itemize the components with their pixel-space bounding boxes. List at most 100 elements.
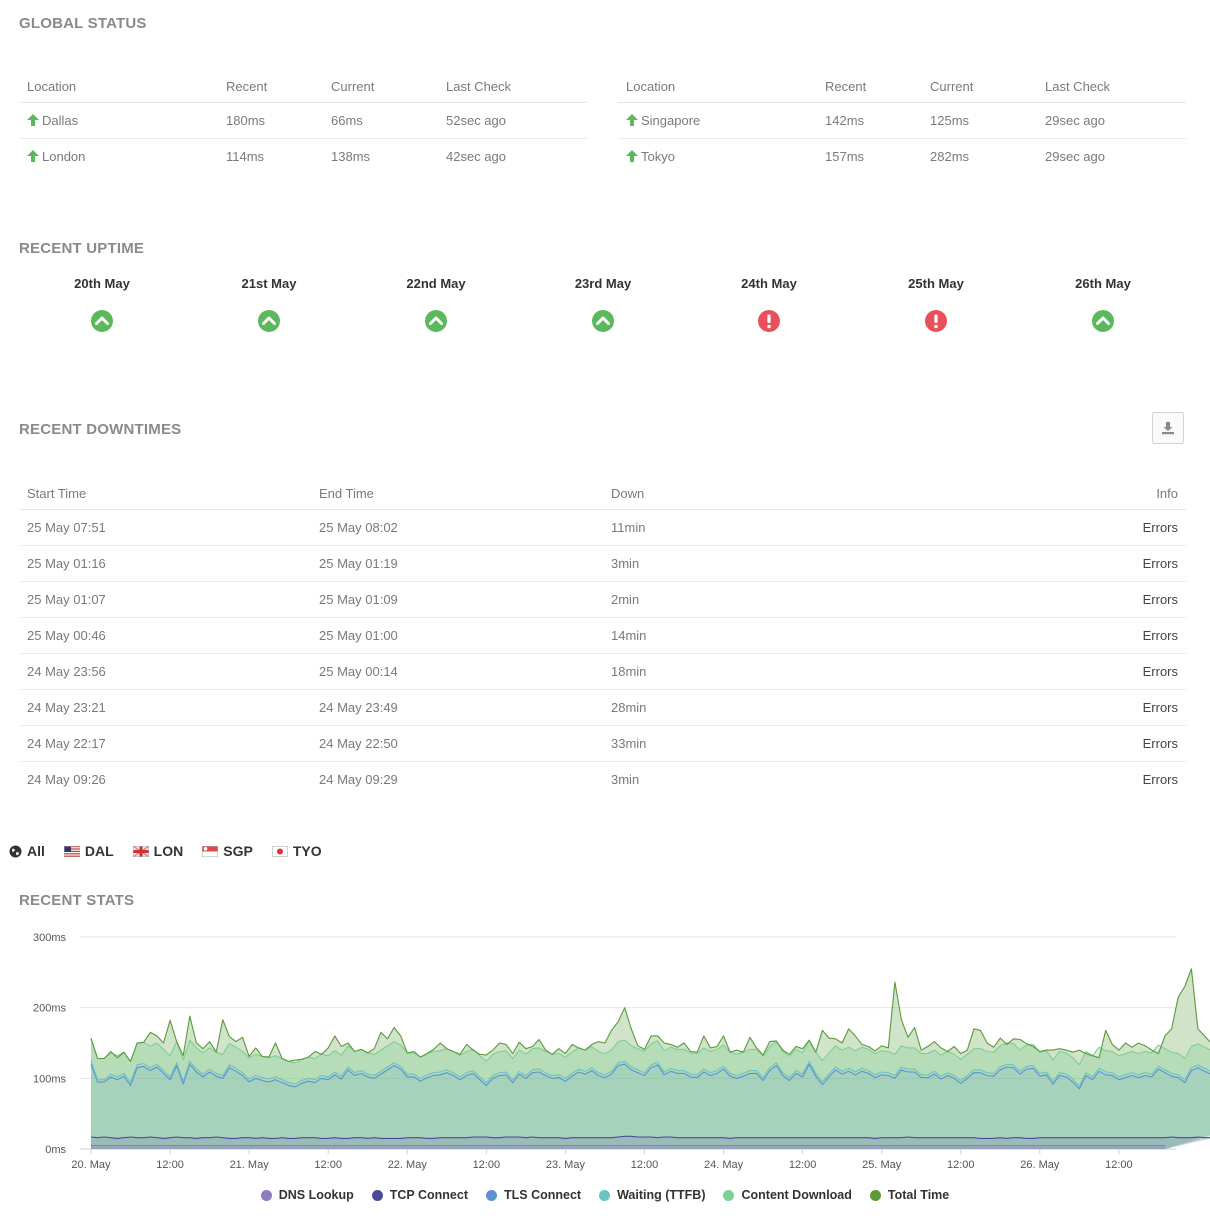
series-line-tcp-connect [90,1135,1210,1139]
end-cell: 25 May 08:02 [311,509,603,546]
sg-flag-icon [202,845,219,857]
location-tabs: All DAL LON SGP TYO [9,843,341,859]
tab-sgp[interactable]: SGP [202,843,253,859]
uptime-day-label: 22nd May [406,276,466,291]
x-tick-label: 12:00 [631,1159,659,1171]
table-row: 24 May 23:56 25 May 00:14 18min Errors [19,653,1186,690]
x-tick-label: 21. May [230,1159,270,1171]
global-status-title: GLOBAL STATUS [19,15,147,32]
stats-chart: 0ms 100ms 200ms 300ms 20. May 12:00 21. May 12:… [33,932,1210,1171]
status-up-icon [592,310,614,332]
table-row: 25 May 07:51 25 May 08:02 11min Errors [19,509,1186,546]
series-area-dns-lookup [91,1145,1165,1149]
table-row: London 114ms 138ms 42sec ago [19,139,587,175]
series-line-tls-connect [90,1063,1210,1090]
tab-lon[interactable]: LON [132,843,183,859]
legend-item-waiting-ttfb[interactable]: Waiting (TTFB) [599,1188,705,1202]
table-row: Tokyo 157ms 282ms 29sec ago [618,139,1186,175]
tab-label: All [27,843,45,859]
x-tick-label: 12:00 [156,1159,184,1171]
x-tick-label: 22. May [388,1159,428,1171]
table-row: 24 May 22:17 24 May 22:50 33min Errors [19,725,1186,762]
download-button[interactable] [1152,412,1184,444]
col-current: Current [922,60,1037,103]
status-up-icon [91,310,113,332]
location-cell: Dallas [19,102,218,139]
chart-legend: DNS Lookup TCP Connect TLS Connect Waiti… [0,1188,1210,1202]
table-row: 24 May 09:26 24 May 09:29 3min Errors [19,762,1186,798]
recent-cell: 142ms [817,102,922,139]
end-cell: 25 May 01:00 [311,617,603,654]
table-row: 25 May 00:46 25 May 01:00 14min Errors [19,617,1186,654]
current-cell: 282ms [930,149,970,164]
tab-dal[interactable]: DAL [63,843,114,859]
down-cell: 18min [603,653,895,690]
end-cell: 24 May 09:29 [319,772,398,787]
recent-stats-title: RECENT STATS [19,892,135,909]
location-cell: Tokyo [618,139,817,175]
start-cell: 25 May 01:07 [19,581,311,618]
last-check-cell: 52sec ago [438,102,587,139]
end-cell: 25 May 00:14 [311,653,603,690]
end-cell: 24 May 23:49 [311,689,603,726]
global-status-table-left: Location Recent Current Last Check Dalla… [19,60,587,174]
start-cell: 24 May 22:17 [19,725,311,762]
tab-label: TYO [292,843,322,859]
down-cell: 28min [603,689,895,726]
tab-all[interactable]: All [9,843,45,859]
series-area-tls-connect [91,1064,1210,1149]
info-cell: Errors [1142,772,1178,787]
tab-tyo[interactable]: TYO [271,843,322,859]
x-tick-label: 12:00 [473,1159,501,1171]
legend-dot [485,1189,497,1201]
uptime-day-label: 21st May [241,276,297,291]
series-area-content-download [91,1039,1210,1149]
recent-cell: 114ms [226,149,265,164]
uptime-day: 24th May [704,276,834,332]
status-up-icon [425,310,447,332]
current-cell: 125ms [922,102,1037,139]
end-cell: 25 May 01:09 [311,581,603,618]
legend-item-tcp-connect[interactable]: TCP Connect [371,1188,468,1202]
arrow-up-icon [626,150,638,162]
col-location: Location [618,60,817,103]
downtimes-table: Start Time End Time Down Info 25 May 07:… [19,467,1186,797]
legend-dot [371,1189,383,1201]
uptime-day: 20th May [37,276,167,332]
start-cell: 24 May 09:26 [27,772,106,787]
global-status-table-right: Location Recent Current Last Check Singa… [618,60,1186,174]
col-last-check: Last Check [438,60,587,103]
legend-item-dns-lookup[interactable]: DNS Lookup [260,1188,354,1202]
uptime-day: 21st May [204,276,334,332]
download-icon [1162,422,1174,435]
x-tick-label: 24. May [704,1159,744,1171]
x-tick-label: 12:00 [314,1159,342,1171]
legend-item-total-time[interactable]: Total Time [869,1188,949,1202]
uptime-day-label: 20th May [74,276,130,291]
series-line-total-time [90,968,1210,1062]
info-cell: Errors [894,509,1186,546]
status-up-icon [258,310,280,332]
col-recent: Recent [218,60,323,103]
uptime-day-label: 24th May [741,276,797,291]
location-cell: London [19,139,218,175]
location-cell: Singapore [618,102,817,139]
tab-label: DAL [84,843,114,859]
start-cell: 25 May 07:51 [19,509,311,546]
legend-item-content-download[interactable]: Content Download [723,1188,852,1202]
recent-cell: 157ms [825,149,865,164]
last-check-cell: 29sec ago [1037,102,1186,139]
recent-uptime-title: RECENT UPTIME [19,240,145,257]
tab-label: SGP [223,843,253,859]
table-row: 24 May 23:21 24 May 23:49 28min Errors [19,689,1186,726]
col-end-time: End Time [311,467,603,510]
info-cell: Errors [894,617,1186,654]
down-cell: 14min [603,617,895,654]
status-down-icon [758,310,780,332]
uk-flag-icon [132,845,149,857]
y-tick-label: 300ms [33,932,67,944]
current-cell: 138ms [331,149,371,164]
legend-item-tls-connect[interactable]: TLS Connect [485,1188,581,1202]
arrow-up-icon [27,114,39,126]
x-tick-label: 26. May [1020,1159,1060,1171]
